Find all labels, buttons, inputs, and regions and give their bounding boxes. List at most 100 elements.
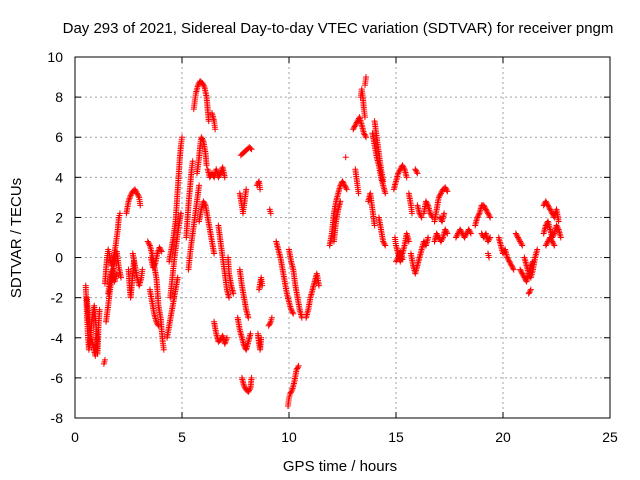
data-point: [131, 186, 138, 193]
data-point: [288, 388, 295, 395]
data-point: [443, 187, 450, 194]
data-point: [150, 263, 157, 270]
data-point: [341, 182, 348, 189]
data-point: [132, 187, 139, 194]
data-point: [362, 132, 369, 139]
data-point: [467, 230, 474, 237]
data-point: [519, 270, 526, 277]
data-point: [438, 189, 445, 196]
data-point: [548, 209, 555, 216]
x-tick-label: 10: [281, 429, 297, 445]
data-point: [393, 257, 400, 264]
data-point: [405, 238, 412, 245]
data-point: [198, 135, 205, 142]
y-tick-label: -6: [51, 370, 64, 386]
data-point: [547, 235, 554, 242]
data-point: [480, 202, 487, 209]
data-point: [444, 230, 451, 237]
data-point: [505, 257, 512, 264]
y-tick-label: 10: [47, 49, 63, 65]
data-point: [153, 318, 160, 325]
data-point: [482, 205, 489, 212]
data-point: [457, 226, 464, 233]
data-point: [507, 261, 514, 268]
data-point: [259, 282, 266, 289]
data-point: [547, 234, 554, 241]
data-point: [211, 250, 218, 257]
data-point: [241, 384, 248, 391]
data-point: [146, 241, 153, 248]
data-point: [134, 191, 141, 198]
data-point: [418, 214, 425, 221]
data-point: [454, 231, 461, 238]
data-point: [548, 237, 555, 244]
data-point: [442, 227, 449, 234]
chart-title: Day 293 of 2021, Sidereal Day-to-day VTE…: [63, 20, 614, 37]
data-point: [443, 229, 450, 236]
data-point: [340, 179, 347, 186]
data-point: [467, 229, 474, 236]
data-point: [542, 198, 549, 205]
data-point: [380, 239, 387, 246]
data-point: [439, 235, 446, 242]
data-point: [514, 233, 521, 240]
data-point: [351, 123, 358, 130]
data-point: [248, 374, 255, 381]
data-point: [487, 214, 494, 221]
data-point: [486, 254, 493, 261]
data-point: [215, 174, 222, 181]
data-point: [199, 136, 206, 143]
data-point: [413, 168, 420, 175]
grid-lines: [75, 57, 610, 418]
data-point: [504, 254, 511, 261]
y-tick-label: -4: [51, 330, 64, 346]
data-point: [128, 191, 135, 198]
data-point: [542, 242, 549, 249]
data-point: [337, 198, 344, 205]
data-point: [360, 130, 367, 137]
data-point: [513, 231, 520, 238]
data-point: [361, 82, 368, 89]
data-point: [294, 364, 301, 371]
data-point: [399, 162, 406, 169]
data-point: [434, 231, 441, 238]
data-point: [195, 82, 202, 89]
data-point: [196, 182, 203, 189]
data-point: [546, 205, 553, 212]
data-point: [246, 387, 253, 394]
data-point: [551, 242, 558, 249]
data-point: [289, 309, 296, 316]
data-point: [485, 238, 492, 245]
data-point: [154, 321, 161, 328]
data-point: [116, 210, 123, 217]
data-point: [203, 162, 210, 169]
data-point: [442, 226, 449, 233]
data-point: [435, 233, 442, 240]
data-point: [437, 238, 444, 245]
data-point: [230, 290, 237, 297]
data-point: [520, 273, 527, 280]
data-point: [441, 210, 448, 217]
data-point: [212, 126, 219, 133]
data-point: [361, 114, 368, 121]
data-point: [353, 120, 360, 127]
data-point: [350, 124, 357, 131]
data-point: [363, 134, 370, 141]
data-point: [475, 211, 482, 218]
data-point: [156, 244, 163, 251]
data-point: [475, 213, 482, 220]
data-point: [177, 210, 184, 217]
data-point: [201, 201, 208, 208]
data-point: [382, 190, 389, 197]
data-point: [352, 122, 359, 129]
data-point: [96, 306, 103, 313]
data-point: [248, 146, 255, 153]
data-point: [343, 186, 350, 193]
data-point: [527, 287, 534, 294]
data-point: [487, 234, 494, 241]
data-point: [409, 210, 416, 217]
data-point: [393, 258, 399, 265]
x-axis-label: GPS time / hours: [283, 458, 397, 475]
data-point: [547, 206, 554, 213]
data-point: [553, 222, 560, 229]
